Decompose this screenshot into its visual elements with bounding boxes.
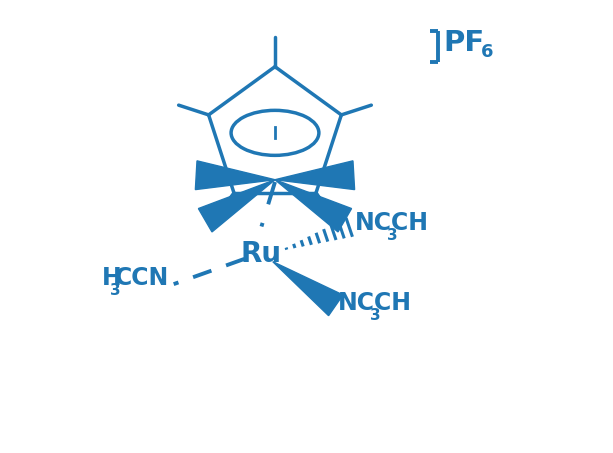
Text: PF: PF [444, 29, 485, 57]
Polygon shape [275, 180, 351, 232]
Text: 3: 3 [387, 227, 398, 242]
Text: NCCH: NCCH [338, 291, 412, 315]
Text: 6: 6 [481, 43, 493, 61]
Text: 3: 3 [110, 283, 120, 298]
Polygon shape [199, 180, 275, 232]
Polygon shape [196, 161, 275, 190]
Text: Ru: Ru [241, 240, 282, 268]
Text: CCN: CCN [115, 266, 169, 290]
Polygon shape [275, 161, 354, 190]
Text: NCCH: NCCH [355, 211, 428, 235]
Text: H: H [102, 266, 121, 290]
Text: 3: 3 [370, 308, 381, 323]
Polygon shape [273, 262, 343, 316]
